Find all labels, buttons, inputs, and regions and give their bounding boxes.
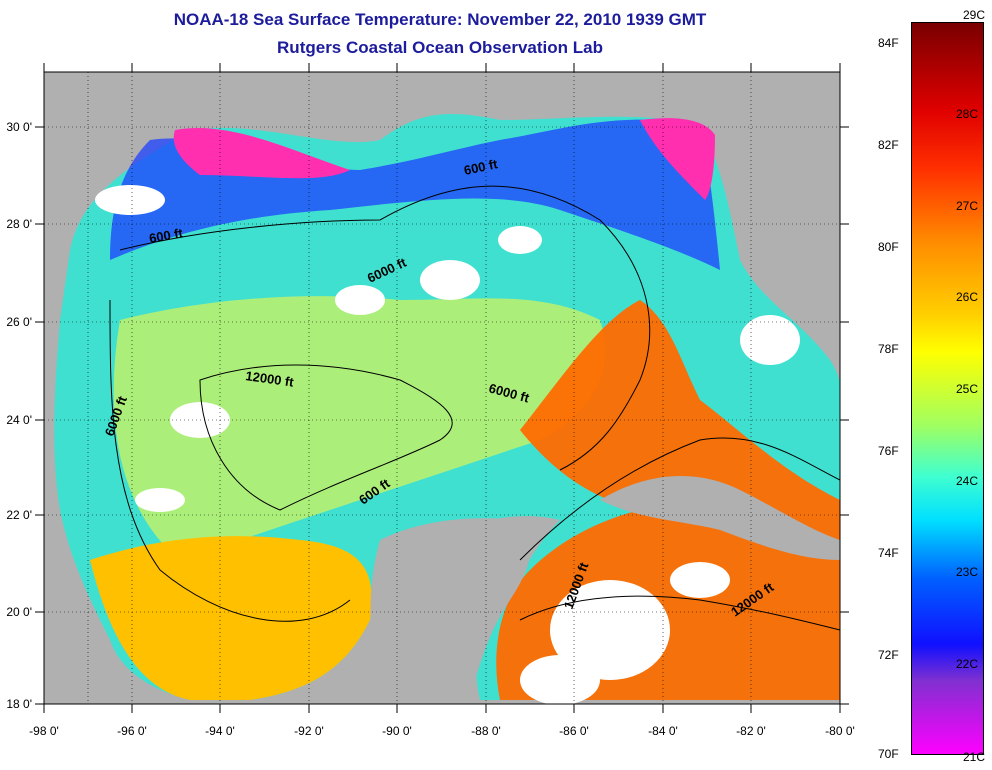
colorbar-f-label: 74F (878, 546, 899, 560)
lat-tick-label: 26 0' (6, 315, 32, 329)
lat-tick-label: 22 0' (6, 508, 32, 522)
colorbar-f-label: 84F (878, 36, 899, 50)
florida-land (720, 100, 840, 360)
bathymetry-contours (109, 185, 840, 631)
lat-tick-label: 30 0' (6, 120, 32, 134)
colorbar-c-label: 23C (956, 565, 979, 579)
cloud-patches (95, 185, 800, 704)
lon-tick-label: -92 0' (294, 724, 324, 738)
tick-marks (35, 63, 849, 713)
lon-tick-label: -82 0' (736, 724, 766, 738)
colorbar-c-label: 24C (956, 474, 979, 488)
colorbar-c-label: 25C (956, 382, 979, 396)
cuba-land (600, 476, 840, 560)
colorbar-c-label: 29C (963, 8, 986, 22)
lon-tick-label: -86 0' (559, 724, 589, 738)
colorbar-c-label: 22C (956, 657, 979, 671)
colorbar-f-label: 76F (878, 444, 899, 458)
contour-label: 12000 ft (245, 368, 296, 390)
colorbar-f-label: 80F (878, 240, 899, 254)
grid-lines (44, 72, 840, 704)
lon-tick-label: -88 0' (471, 724, 501, 738)
lat-tick-label: 20 0' (6, 605, 32, 619)
lat-tick-label: 18 0' (6, 697, 32, 711)
colorbar-f-label: 82F (878, 138, 899, 152)
plot-frame (43, 71, 841, 705)
contour-label: 600 ft (463, 156, 500, 178)
map-subtitle: Rutgers Coastal Ocean Observation Lab (277, 38, 603, 57)
colorbar-c-label: 26C (956, 290, 979, 304)
lat-tick-label: 24 0' (6, 413, 32, 427)
lon-tick-label: -80 0' (825, 724, 855, 738)
lon-tick-label: -90 0' (382, 724, 412, 738)
colorbar-c-label: 21C (963, 750, 986, 764)
map-title: NOAA-18 Sea Surface Temperature: Novembe… (173, 10, 707, 29)
central-warm-zone (113, 296, 606, 560)
colorbar-f-label: 78F (878, 342, 899, 356)
colorbar-f-label: 70F (878, 747, 899, 761)
yucatan-land (370, 518, 531, 700)
contour-label: 600 ft (148, 225, 185, 246)
south-warm-zone (90, 536, 372, 700)
lon-tick-label: -96 0' (117, 724, 147, 738)
colorbar (911, 22, 984, 755)
colorbar-c-label: 27C (956, 199, 979, 213)
north-magenta-band (173, 128, 350, 179)
lon-tick-label: -98 0' (29, 724, 59, 738)
colorbar-c-label: 28C (956, 107, 979, 121)
northeast-magenta-band (640, 118, 715, 200)
lon-tick-label: -84 0' (648, 724, 678, 738)
colorbar-f-label: 72F (878, 648, 899, 662)
lon-tick-label: -94 0' (205, 724, 235, 738)
lat-tick-label: 28 0' (6, 217, 32, 231)
